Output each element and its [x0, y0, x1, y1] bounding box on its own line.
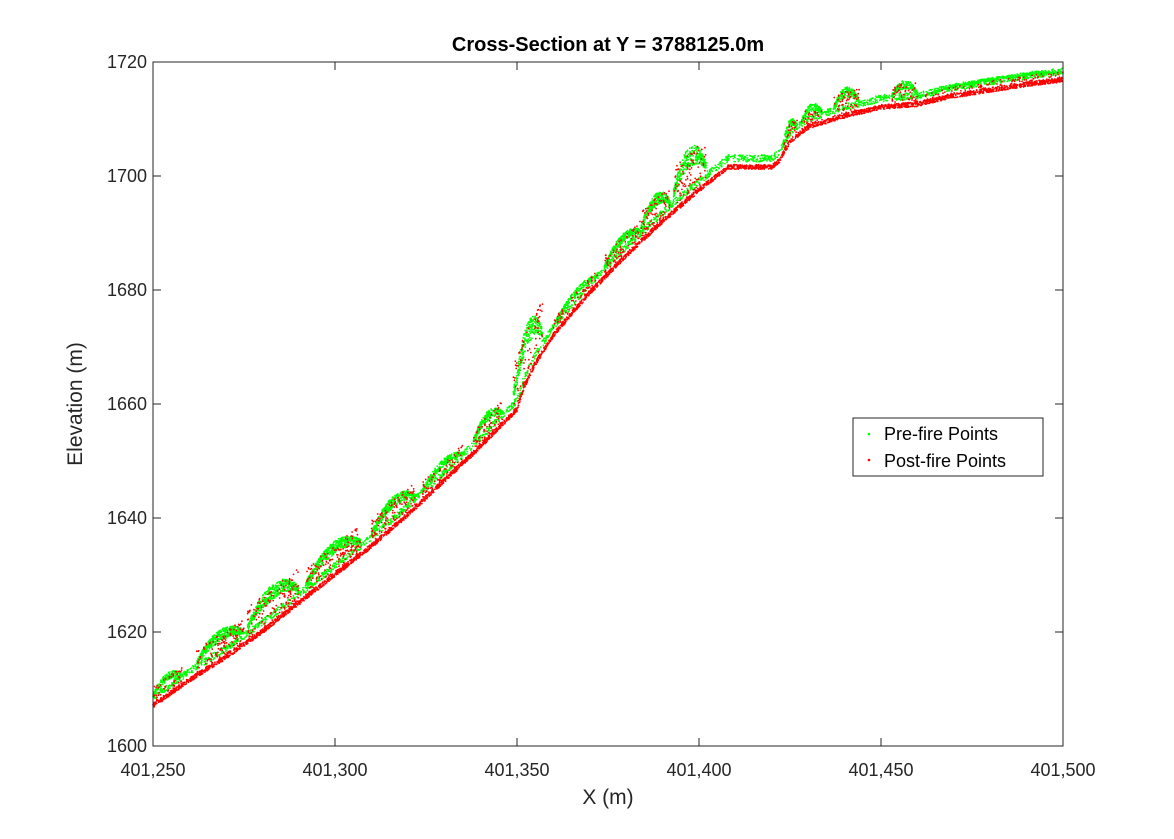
legend-box [852, 417, 1044, 477]
y-tick-label: 1720 [107, 52, 147, 72]
y-tick-label: 1600 [107, 736, 147, 756]
y-axis-label: Elevation (m) [64, 342, 87, 466]
x-axis-label: X (m) [582, 786, 633, 809]
legend-label-pre-fire: Pre-fire Points [884, 424, 998, 444]
legend-marker-pre-fire [867, 432, 871, 436]
x-tick-label: 401,500 [1030, 760, 1095, 780]
legend-label-post-fire: Post-fire Points [884, 451, 1006, 471]
legend-marker-post-fire [867, 458, 871, 462]
y-tick-label: 1640 [107, 508, 147, 528]
legend: Pre-fire Points Post-fire Points [852, 417, 1044, 477]
chart-title: Cross-Section at Y = 3788125.0m [452, 34, 764, 56]
x-axis: 401,250 401,300 401,350 401,400 401,450 401,5… [120, 62, 1096, 780]
x-tick-label: 401,400 [666, 760, 731, 780]
y-axis: 1600 1620 1640 1660 1680 1700 1720 [107, 52, 1063, 756]
y-tick-label: 1660 [107, 394, 147, 414]
y-tick-label: 1700 [107, 166, 147, 186]
y-tick-label: 1620 [107, 622, 147, 642]
post-fire-points [152, 71, 1064, 708]
plot-background [153, 62, 1063, 746]
y-tick-label: 1680 [107, 280, 147, 300]
x-tick-label: 401,450 [848, 760, 913, 780]
post-fire-points-layer [152, 71, 1064, 708]
x-tick-label: 401,350 [484, 760, 549, 780]
x-tick-label: 401,250 [120, 760, 185, 780]
x-tick-label: 401,300 [302, 760, 367, 780]
